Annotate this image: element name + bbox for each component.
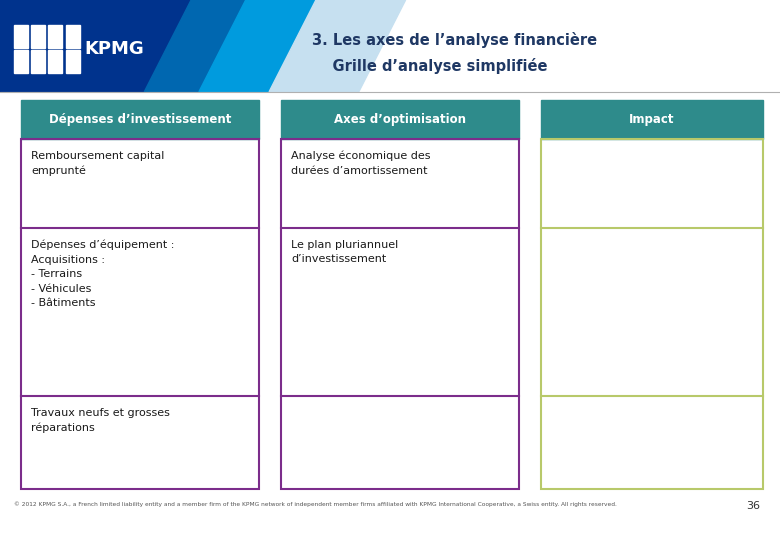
Bar [31,50,45,73]
Text: KPMG: KPMG [84,40,144,58]
Bar [281,139,519,489]
Text: Axes d’optimisation: Axes d’optimisation [334,113,466,126]
Text: 3. Les axes de l’analyse financière: 3. Les axes de l’analyse financière [312,32,597,49]
Bar [541,100,763,139]
Polygon shape [0,0,191,92]
Text: Dépenses d’investissement: Dépenses d’investissement [49,113,231,126]
Bar [281,100,519,139]
Polygon shape [144,0,246,92]
Bar [14,50,28,73]
Bar [14,25,28,48]
Text: Analyse économique des
durées d’amortissement: Analyse économique des durées d’amortiss… [291,151,431,176]
Bar [0,0,780,92]
Bar [66,25,80,48]
Polygon shape [269,0,406,92]
Bar [21,139,259,489]
Bar [48,50,62,73]
Bar [31,25,45,48]
Polygon shape [199,0,316,92]
Text: Travaux neufs et grosses
réparations: Travaux neufs et grosses réparations [31,408,170,433]
Text: © 2012 KPMG S.A., a French limited liability entity and a member firm of the KPM: © 2012 KPMG S.A., a French limited liabi… [14,501,617,507]
Text: Remboursement capital
emprunté: Remboursement capital emprunté [31,151,165,176]
Text: Dépenses d’équipement :
Acquisitions :
- Terrains
- Véhicules
- Bâtiments: Dépenses d’équipement : Acquisitions : -… [31,240,175,308]
Bar [541,139,763,489]
Text: Impact: Impact [629,113,675,126]
Text: 36: 36 [746,501,760,511]
Bar [66,50,80,73]
Bar [48,25,62,48]
Text: Le plan pluriannuel
d’investissement: Le plan pluriannuel d’investissement [291,240,398,264]
Bar [21,100,259,139]
Text: Grille d’analyse simplifiée: Grille d’analyse simplifiée [312,58,548,75]
